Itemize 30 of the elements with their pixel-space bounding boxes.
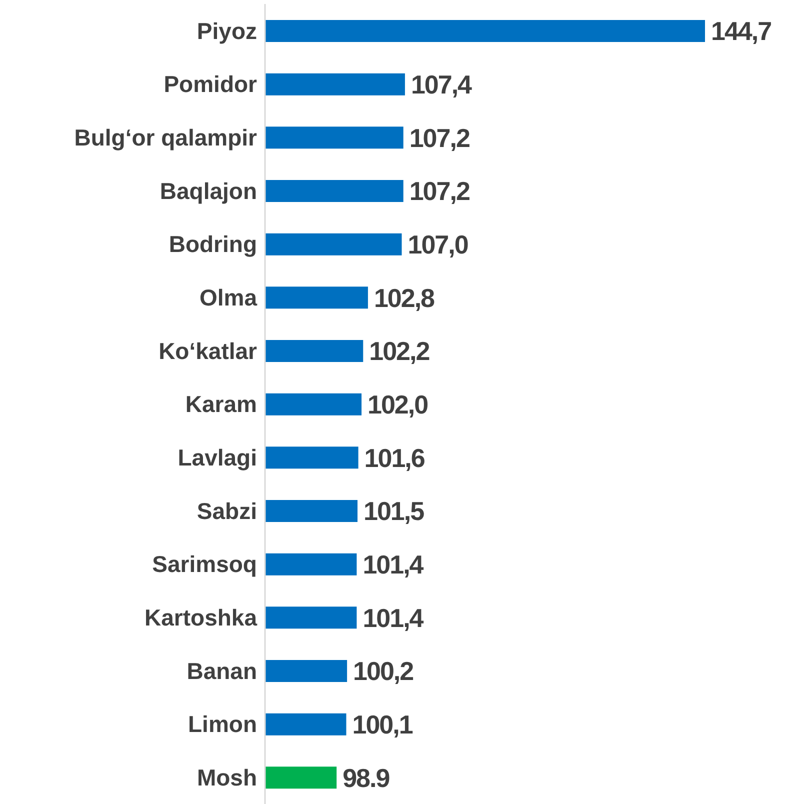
y-tick-label: Banan	[186, 658, 257, 684]
data-label: 107,0	[408, 230, 468, 260]
data-label: 107,4	[410, 70, 473, 100]
data-label: 100,1	[352, 710, 413, 740]
y-tick-label: Sarimsoq	[152, 551, 257, 578]
data-label: 100,2	[353, 656, 414, 686]
data-label: 101,4	[362, 602, 424, 633]
data-label: 101,6	[364, 442, 425, 473]
data-label: 102,0	[368, 390, 428, 420]
data-label: 101,4	[362, 550, 424, 580]
y-tick-label: Limon	[188, 711, 257, 738]
y-tick-label: Lavlagi	[178, 444, 257, 470]
y-tick-label: Bulg‘or qalampir	[74, 124, 258, 150]
data-label: 107,2	[409, 122, 470, 153]
y-tick-label: Sabzi	[196, 498, 257, 524]
data-label: 107,2	[409, 176, 470, 206]
y-tick-label: Mosh	[196, 764, 257, 790]
data-label: 144,7	[711, 16, 772, 46]
y-tick-label: Baqlajon	[160, 178, 257, 204]
data-label: 102,8	[374, 282, 435, 313]
y-tick-label: Piyoz	[196, 18, 257, 44]
data-label: 101,5	[364, 496, 424, 526]
y-tick-label: Olma	[199, 284, 258, 310]
y-tick-label: Kartoshka	[144, 604, 258, 630]
y-tick-label: Karam	[185, 391, 257, 418]
data-label: 98.9	[342, 762, 390, 793]
y-tick-label: Bodring	[168, 231, 257, 258]
y-tick-label: Pomidor	[164, 71, 258, 98]
data-label: 102,2	[369, 336, 430, 366]
y-tick-label: Ko‘katlar	[158, 338, 258, 364]
